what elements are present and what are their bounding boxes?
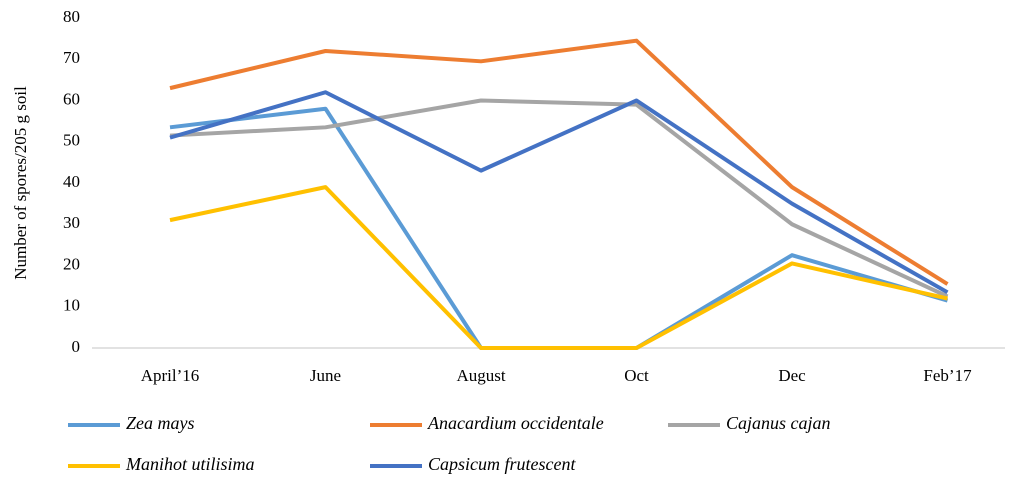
legend-label: Cajanus cajan [726,413,831,433]
legend-label: Manihot utilisima [125,454,255,474]
y-axis-title: Number of spores/205 g soil [11,86,30,280]
y-tick-label: 80 [63,7,80,26]
x-tick-label: Oct [624,366,649,385]
line-series [169,106,949,350]
legend-label: Zea mays [126,413,195,433]
x-tick-label: Feb’17 [923,366,972,385]
y-tick-label: 70 [63,48,80,67]
line-series [169,185,948,350]
x-tick-label: April’16 [141,366,200,385]
y-tick-label: 50 [63,131,80,150]
x-tick-label: Dec [778,366,806,385]
x-tick-label: August [456,366,505,385]
y-tick-label: 0 [72,337,81,356]
x-tick-label: June [310,366,341,385]
y-tick-label: 20 [63,254,80,273]
line-series [169,98,949,299]
y-tick-label: 30 [63,213,80,232]
y-tick-label: 60 [63,89,80,108]
line-series [169,90,949,295]
y-tick-label: 40 [63,172,80,191]
legend-label: Capsicum frutescent [428,454,576,474]
legend-label: Anacardium occidentale [427,413,604,433]
line-series [169,38,949,286]
y-tick-label: 10 [63,296,80,315]
